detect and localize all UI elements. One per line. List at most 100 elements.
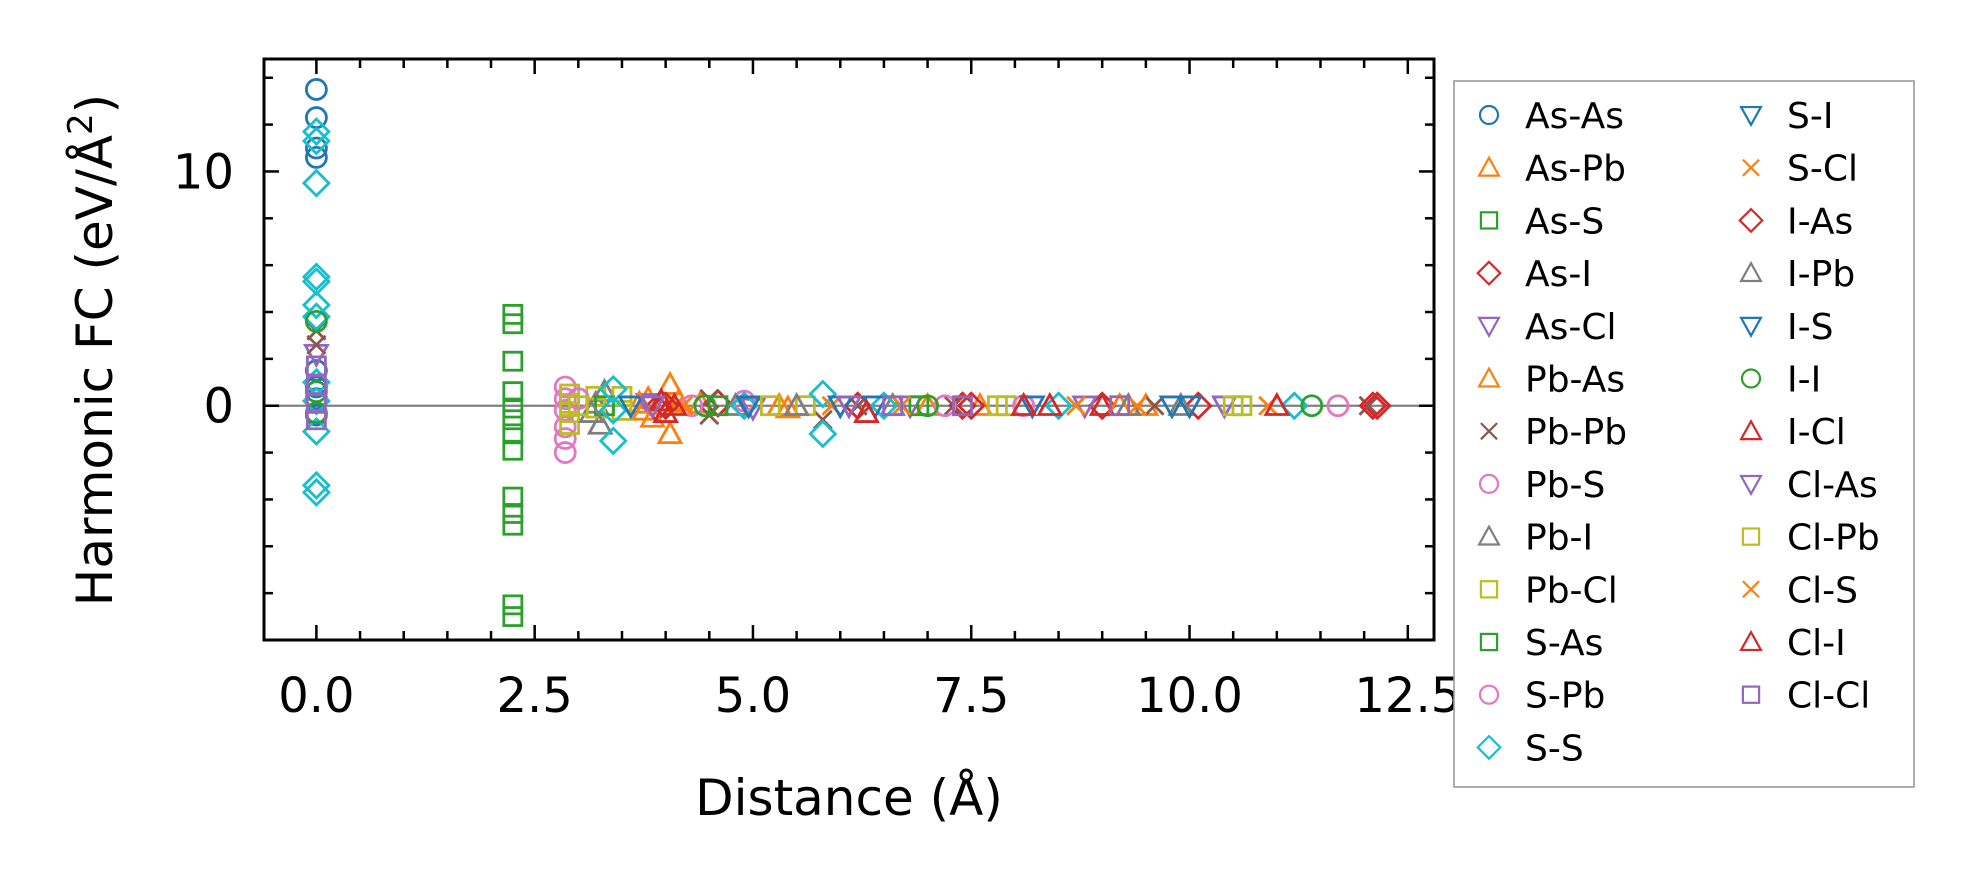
legend-entry-i-s: I-S [1739, 307, 1833, 348]
legend-label: S-S [1525, 728, 1584, 769]
legend-label: Cl-As [1787, 465, 1878, 506]
point-as-as [304, 145, 328, 169]
legend-marker-as-cl [1477, 316, 1501, 338]
point-i-cl [1088, 391, 1116, 416]
y-tick-label: 0 [203, 379, 234, 435]
point-cl-as [639, 395, 666, 420]
legend-label: S-I [1787, 96, 1833, 137]
point-pb-i [1167, 391, 1195, 416]
legend-marker-s-i [1739, 105, 1763, 128]
point-s-s [301, 126, 331, 156]
legend-label: As-Pb [1525, 149, 1626, 190]
point-s-s [301, 477, 331, 507]
legend-label: I-I [1787, 360, 1821, 401]
legend-marker-cl-cl [1741, 685, 1761, 704]
legend-label: Pb-As [1525, 360, 1625, 401]
point-s-s [808, 419, 838, 449]
legend-marker-pb-i [1477, 524, 1501, 546]
point-pb-pb [306, 334, 327, 355]
point-s-s [301, 302, 331, 332]
legend-marker-as-pb [1477, 155, 1501, 177]
axis-ticks [264, 59, 1434, 642]
point-pb-pb [1358, 395, 1379, 416]
legend-entry-i-cl: I-Cl [1739, 412, 1846, 453]
x-axis-title: Distance (Å) [695, 769, 1003, 827]
legend-entry-as-pb: As-Pb [1477, 149, 1626, 190]
point-as-s [502, 514, 524, 536]
x-tick-label: 7.5 [933, 668, 1009, 724]
legend-marker-i-s [1739, 316, 1763, 338]
point-as-s [502, 439, 524, 461]
point-cl-cl [1109, 395, 1131, 417]
point-s-s [869, 391, 899, 421]
legend-label: As-As [1525, 96, 1624, 137]
legend: As-As As-Pb As-S As-I As-Cl Pb-As Pb-Pb Pb-S Pb-… [1453, 80, 1915, 788]
point-i-as [1358, 391, 1388, 421]
legend-entry-i-i: I-I [1740, 360, 1821, 401]
point-i-as [956, 391, 986, 421]
point-pb-s [553, 375, 577, 399]
point-i-pb [578, 398, 605, 423]
legend-marker-i-as [1738, 207, 1764, 234]
point-s-i [1018, 395, 1046, 420]
legend-label: Pb-S [1525, 465, 1605, 506]
point-i-cl [1263, 391, 1291, 416]
point-s-as [707, 395, 729, 417]
point-cl-pb [760, 395, 781, 417]
y-tick-label: 10 [173, 144, 234, 200]
point-s-cl [664, 395, 685, 416]
legend-marker-i-i [1740, 368, 1762, 389]
point-s-as [908, 395, 930, 417]
point-s-i [735, 395, 762, 420]
legend-label: S-Cl [1787, 149, 1858, 190]
legend-marker-pb-as [1477, 366, 1501, 388]
point-i-s [617, 395, 645, 420]
legend-entry-s-pb: S-Pb [1478, 676, 1605, 717]
point-s-cl [1066, 395, 1086, 416]
point-s-s [301, 168, 331, 198]
legend-label: As-Cl [1525, 307, 1617, 348]
point-as-s [502, 350, 524, 372]
x-tick-label: 10.0 [1136, 668, 1243, 724]
point-s-s [598, 426, 628, 456]
legend-marker-cl-s [1742, 580, 1760, 599]
legend-marker-as-i [1476, 260, 1502, 286]
y-tick-labels: 0 10 [173, 144, 234, 434]
point-cl-cl [305, 409, 327, 431]
data-points [301, 78, 1392, 627]
point-as-s [502, 423, 524, 445]
legend-label: I-S [1787, 307, 1833, 348]
legend-label: I-Cl [1787, 412, 1846, 453]
point-s-s [301, 290, 331, 320]
y-axis-title-superscript: 2 [61, 113, 101, 135]
point-i-pb [783, 391, 810, 416]
legend-marker-i-pb [1739, 260, 1763, 283]
legend-label: Pb-Pb [1525, 412, 1627, 453]
legend-entry-as-s: As-S [1479, 201, 1604, 242]
legend-frame [1453, 80, 1915, 788]
point-cl-cl [305, 392, 327, 414]
point-i-i [304, 309, 328, 333]
point-i-i [916, 394, 939, 418]
x-tick-label: 0.0 [278, 668, 354, 724]
point-pb-s [1326, 394, 1350, 418]
x-tick-label: 12.5 [1354, 668, 1461, 724]
legend-label: As-I [1525, 254, 1592, 295]
legend-label: S-Pb [1525, 676, 1605, 717]
legend-marker-pb-s [1478, 473, 1500, 494]
legend-label: I-As [1787, 201, 1853, 242]
legend-marker-s-cl [1742, 158, 1760, 177]
y-axis-title-close: ) [66, 94, 124, 114]
point-as-s [502, 397, 524, 419]
point-as-pb [656, 370, 684, 395]
point-pb-s [553, 387, 577, 411]
point-as-as [304, 78, 328, 101]
legend-entry-cl-i: Cl-I [1739, 623, 1846, 664]
point-pb-pb [1144, 395, 1165, 416]
point-cl-pb [1231, 395, 1253, 417]
point-s-s [1044, 391, 1074, 421]
point-as-pb [656, 419, 684, 445]
legend-label: Cl-S [1787, 570, 1858, 611]
legend-marker-cl-i [1739, 629, 1763, 652]
